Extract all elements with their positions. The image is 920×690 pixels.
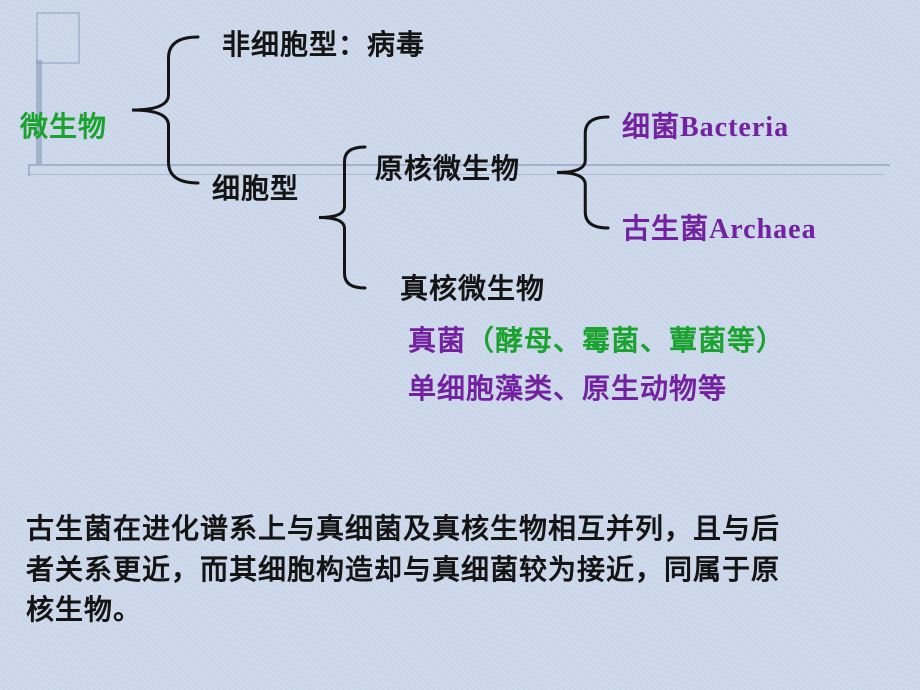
label-unicellular-algae: 单细胞藻类、原生动物等 (408, 370, 727, 411)
label-fungi-paren: （酵母、霉菌、蕈菌等） (466, 326, 785, 357)
label-prokaryote: 原核微生物 (375, 150, 520, 191)
label-eukaryote: 真核微生物 (400, 270, 545, 311)
bottom-paragraph: 古生菌在进化谱系上与真细菌及真核生物相互并列，且与后者关系更近，而其细胞构造却与… (26, 510, 796, 632)
brace-prokaryote (555, 115, 610, 230)
label-fungi: 真菌（酵母、霉菌、蕈菌等） (408, 322, 785, 363)
decor-corner-box (36, 12, 80, 64)
label-fungi-prefix: 真菌 (408, 326, 466, 357)
brace-root (130, 35, 200, 185)
label-archaea: 古生菌Archaea (622, 210, 817, 251)
label-bacteria: 细菌Bacteria (622, 108, 789, 149)
label-root: 微生物 (20, 108, 107, 149)
brace-cellular (317, 145, 367, 290)
label-cellular: 细胞型 (212, 170, 299, 211)
label-acellular: 非细胞型：病毒 (222, 26, 425, 67)
